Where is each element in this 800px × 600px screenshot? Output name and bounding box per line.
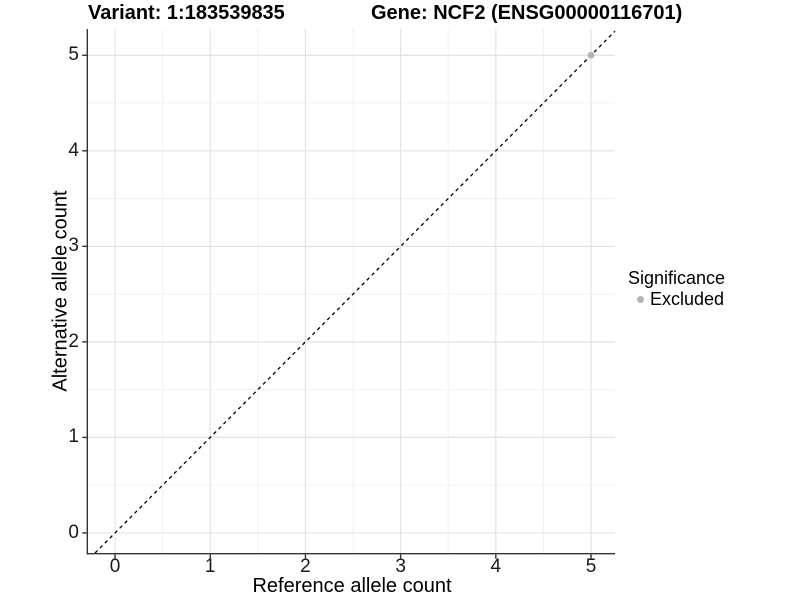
excluded-point-icon — [637, 296, 644, 303]
y-tick-label: 5 — [68, 44, 79, 66]
x-tick-label: 5 — [585, 556, 597, 577]
x-tick-label: 4 — [490, 556, 502, 577]
identity-reference-line — [94, 30, 616, 554]
y-tick-label: 0 — [68, 521, 79, 543]
legend-item-excluded: Excluded — [628, 289, 725, 310]
x-axis-title: Reference allele count — [252, 575, 452, 597]
legend: Significance Excluded — [628, 268, 725, 310]
x-tick-label: 0 — [109, 556, 121, 577]
y-axis-title: Alternative allele count — [49, 190, 72, 392]
y-tick-label: 4 — [68, 139, 79, 161]
x-tick-label: 2 — [300, 556, 311, 577]
legend-item-label: Excluded — [650, 289, 725, 309]
plot-title-gene: Gene: NCF2 (ENSG00000116701) — [371, 2, 683, 24]
y-tick-label: 3 — [68, 235, 79, 257]
data-point-excluded — [587, 51, 595, 59]
legend-title: Significance — [628, 268, 726, 288]
y-tick-label: 2 — [68, 330, 79, 352]
plot-title-variant: Variant: 1:183539835 — [88, 2, 285, 24]
x-tick-label: 1 — [204, 556, 216, 577]
y-tick-label: 1 — [68, 426, 79, 448]
x-tick-label: 3 — [395, 556, 406, 577]
